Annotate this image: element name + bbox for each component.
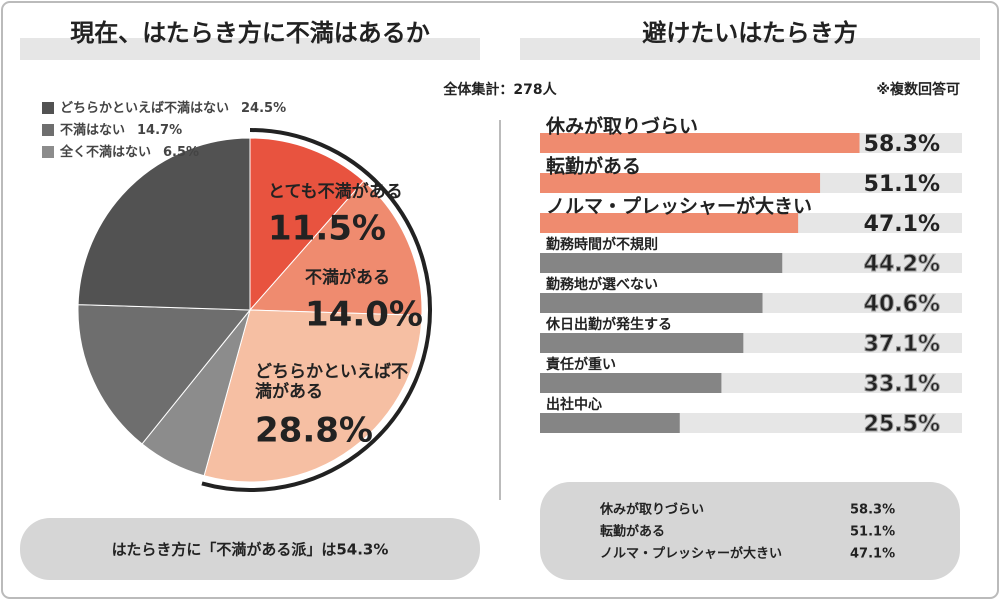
bar: [540, 373, 722, 393]
slice-label: とても不満がある: [268, 182, 403, 202]
slice-value: 14.0%: [305, 295, 423, 335]
bar-category: 勤務地が選べない: [546, 276, 658, 293]
chart-title: 現在、はたらき方に不満はあるか: [70, 19, 430, 47]
summary-box: [540, 482, 960, 580]
title-band: [520, 38, 980, 60]
bar-category: 勤務時間が不規則: [546, 236, 658, 253]
bar-category: 休みが取りづらい: [545, 115, 698, 138]
pie-slice: [77, 304, 252, 445]
bar-category: 転勤がある: [546, 155, 641, 178]
bar-value: 33.1%: [864, 372, 940, 397]
legend-name: 不満はない: [60, 122, 125, 138]
bar: [540, 173, 821, 193]
bar-value: 51.1%: [864, 172, 940, 197]
slice-value: 11.5%: [268, 209, 386, 249]
bar-category: 出社中心: [546, 396, 602, 413]
bar: [540, 333, 744, 353]
summary-value: 58.3%: [850, 503, 895, 518]
pie-slice: [249, 137, 365, 312]
pie-slice: [77, 137, 251, 311]
note: ※複数回答可: [876, 81, 960, 98]
bar: [540, 253, 783, 273]
bar: [540, 413, 680, 433]
title-band: [20, 38, 480, 60]
legend-entry: どちらかといえば不満はない 24.5%: [60, 100, 286, 116]
bar-category: 休日出勤が発生する: [545, 316, 672, 333]
bar-category: ノルマ・プレッシャーが大きい: [546, 195, 812, 218]
slice-label: 不満がある: [305, 268, 390, 288]
pie-slice: [203, 309, 423, 483]
bar: [540, 293, 763, 313]
bar-value: 25.5%: [864, 412, 940, 437]
bar-value: 58.3%: [864, 132, 940, 157]
legend-swatch: [42, 146, 54, 158]
legend-entry: 全く不満はない 6.5%: [59, 144, 199, 160]
bar: [540, 213, 799, 233]
legend-value: 14.7%: [137, 123, 182, 138]
bar-value: 47.1%: [864, 212, 940, 237]
legend-swatch: [42, 102, 54, 114]
bar: [540, 133, 860, 153]
legend-entry: 不満はない 14.7%: [60, 122, 182, 138]
bar-value: 37.1%: [864, 332, 940, 357]
footer-text: はたらき方に「不満がある派」は54.3%: [112, 541, 389, 559]
summary-name: ノルマ・プレッシャーが大きい: [600, 546, 782, 562]
bar-category: 責任が重い: [546, 356, 616, 373]
summary-value: 47.1%: [850, 547, 895, 562]
slice-value: 28.8%: [255, 411, 373, 451]
summary-name: 休みが取りづらい: [599, 502, 704, 518]
bar-value: 44.2%: [864, 252, 940, 277]
legend-value: 24.5%: [241, 101, 286, 116]
legend-value: 6.5%: [163, 145, 199, 160]
legend-swatch: [42, 124, 54, 136]
bar-value: 40.6%: [864, 292, 940, 317]
footer-box: [20, 518, 480, 580]
legend-name: 全く不満はない: [59, 144, 151, 160]
summary-name: 転勤がある: [600, 524, 665, 540]
pie-slice: [248, 180, 423, 316]
header-note: 全体集計：278人: [442, 81, 557, 98]
chart-title: 避けたいはたらき方: [642, 19, 858, 47]
legend-name: どちらかといえば不満はない: [60, 100, 229, 116]
group-outline: [201, 128, 432, 492]
slice-label: どちらかといえば不満がある: [255, 362, 408, 402]
summary-value: 51.1%: [850, 525, 895, 540]
